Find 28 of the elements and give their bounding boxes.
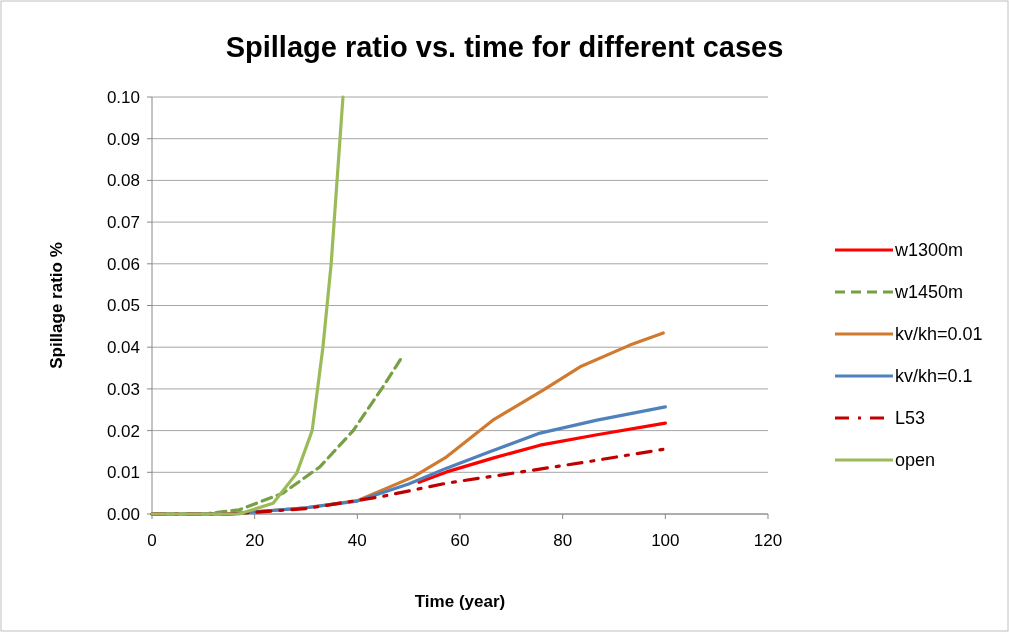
x-tick-label: 40 (347, 531, 367, 550)
y-tick-label: 0.04 (106, 338, 140, 358)
legend-label: kv/kh=0.1 (895, 366, 973, 387)
x-tick-label: 20 (245, 531, 265, 550)
y-tick-label: 0.07 (106, 213, 140, 233)
legend-label: kv/kh=0.01 (895, 324, 983, 345)
x-tick-label: 120 (753, 531, 783, 550)
y-tick-label: 0.03 (106, 379, 140, 399)
legend-label: w1450m (894, 282, 964, 303)
legend-label: open (895, 450, 936, 471)
y-tick-label: 0.10 (106, 87, 140, 107)
y-tick-label: 0.00 (106, 504, 140, 524)
x-tick-label: 100 (651, 531, 680, 550)
y-tick-label: 0.09 (106, 129, 140, 149)
y-tick-label: 0.02 (106, 421, 140, 441)
x-axis-title: Time (year) (414, 592, 506, 611)
y-tick-label: 0.06 (106, 254, 140, 274)
y-tick-label: 0.05 (106, 296, 140, 316)
x-tick-label: 0 (147, 531, 157, 550)
line-series (417, 421, 667, 484)
x-tick-label: 80 (553, 531, 573, 550)
y-axis-title: Spillage ratio % (47, 242, 66, 369)
chart-title: Spillage ratio vs. time for different cases (225, 31, 784, 63)
legend-label: w1300m (894, 240, 964, 261)
x-tick-label: 60 (450, 531, 470, 550)
legend-label: L53 (895, 408, 926, 429)
y-tick-label: 0.08 (106, 171, 140, 191)
y-tick-label: 0.01 (106, 463, 140, 483)
